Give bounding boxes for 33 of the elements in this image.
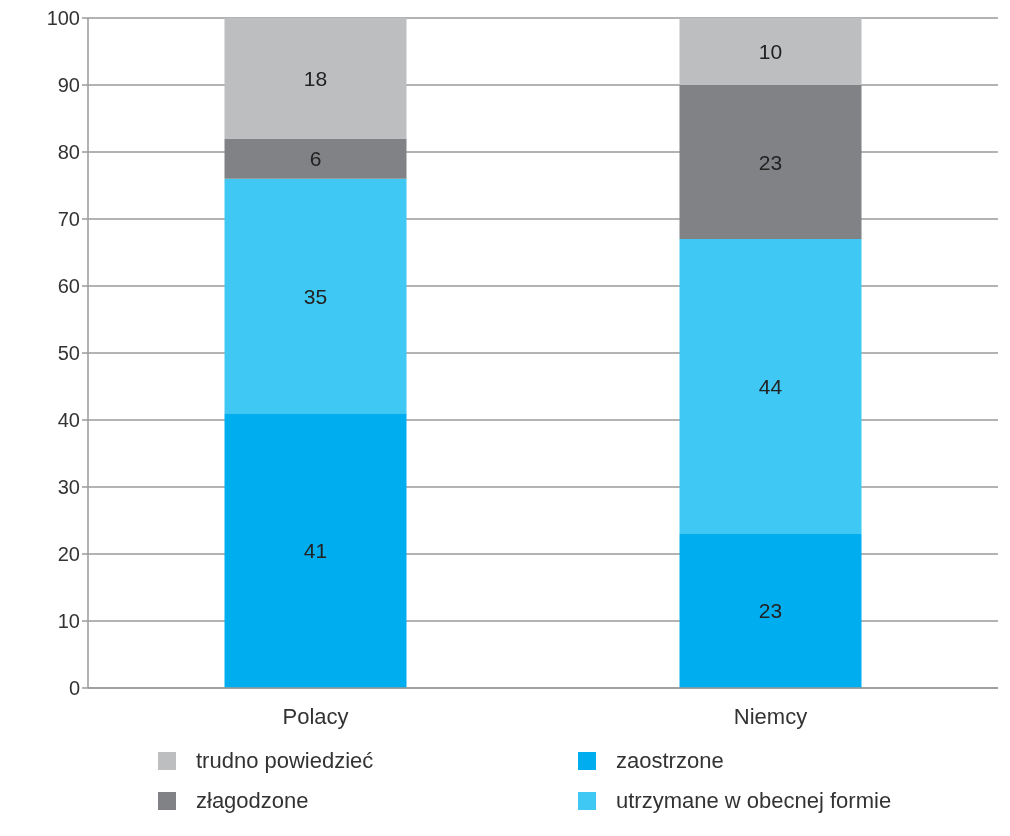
bar [224, 178, 407, 414]
y-tick-label: 60 [57, 275, 80, 298]
y-tick-label: 10 [57, 610, 80, 633]
bar [679, 18, 862, 85]
legend-label: trudno powiedzieć [195, 748, 375, 774]
data-label: 41 [303, 539, 328, 563]
y-tick-label: 30 [57, 476, 80, 499]
data-label: 35 [303, 284, 328, 308]
y-tick-label: 70 [57, 208, 80, 231]
bar [224, 138, 407, 179]
y-tick-label: 20 [57, 543, 80, 566]
y-tick-label: 40 [57, 409, 80, 432]
legend-label: zaostrzone [615, 748, 725, 774]
bar [679, 239, 862, 534]
data-label: 10 [758, 39, 783, 63]
y-tick-label: 90 [57, 74, 80, 97]
y-tick-label: 100 [46, 7, 80, 30]
legend-label: utrzymane w obecnej formie [615, 788, 893, 814]
y-tick-label: 0 [68, 677, 80, 700]
y-tick-label: 50 [57, 342, 80, 365]
data-label: 44 [758, 374, 783, 398]
y-tick-label: 80 [57, 141, 80, 164]
bar [224, 18, 407, 139]
bar [679, 533, 862, 688]
data-label: 23 [758, 150, 783, 174]
data-label: 23 [758, 599, 783, 623]
x-tick-label: Niemcy [733, 703, 808, 729]
bar [224, 413, 407, 688]
x-tick-label: Polacy [282, 703, 349, 729]
data-label: 6 [309, 147, 322, 171]
data-label: 18 [303, 66, 328, 90]
bar [679, 85, 862, 240]
legend-label: złagodzone [195, 788, 310, 814]
